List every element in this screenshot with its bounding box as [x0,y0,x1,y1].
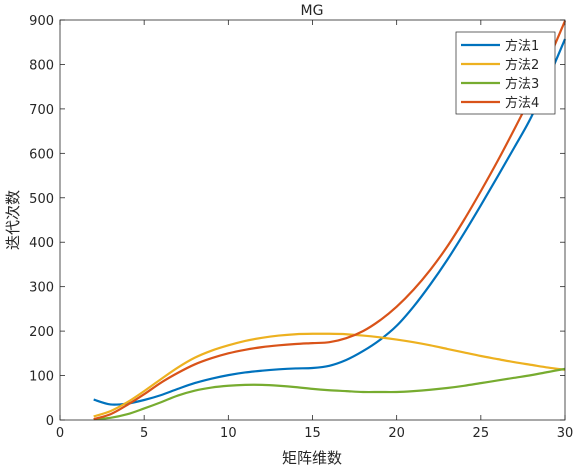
x-tick-label: 20 [388,426,405,441]
y-tick-label: 400 [29,236,54,251]
x-tick-label: 25 [473,426,490,441]
y-axis-label: 迭代次数 [4,190,22,250]
y-tick-label: 800 [29,58,54,73]
series-layer [93,20,567,421]
legend: 方法1 方法2 方法3 方法4 [455,31,556,115]
legend-label: 方法2 [505,57,539,73]
y-tick-label: 0 [46,414,54,429]
x-tick-label: 0 [56,426,64,441]
series-line-2 [93,332,566,418]
y-tick-label: 300 [29,281,54,296]
legend-label: 方法4 [505,95,539,111]
x-tick-label: 10 [220,426,237,441]
series-line-1 [93,38,567,406]
series-line-4 [93,20,567,421]
legend-label: 方法1 [505,38,539,54]
y-axis: 0 100 200 300 400 500 600 700 800 900 [29,14,565,429]
y-tick-label: 100 [29,370,54,385]
y-tick-label: 200 [29,325,54,340]
x-axis-label: 矩阵维数 [282,449,342,467]
y-tick-label: 700 [29,103,54,118]
y-tick-label: 600 [29,147,54,162]
chart-title: MG [301,3,324,19]
legend-label: 方法3 [505,76,539,92]
x-tick-label: 5 [140,426,148,441]
x-tick-label: 30 [557,426,574,441]
x-axis: 0 5 10 15 20 25 30 [56,20,573,441]
x-tick-label: 15 [304,426,321,441]
y-tick-label: 900 [29,14,54,29]
series-line-3 [93,367,566,421]
y-tick-label: 500 [29,192,54,207]
